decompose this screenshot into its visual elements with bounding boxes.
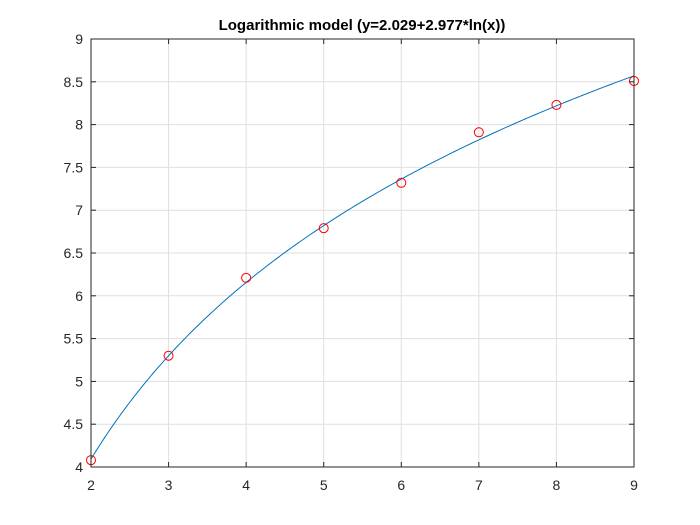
data-point (473, 127, 484, 138)
x-tick-labels: 2 3 4 5 6 7 8 9 (87, 477, 638, 493)
x-tick-label: 7 (475, 477, 483, 493)
y-tick-label: 7.5 (64, 159, 84, 175)
x-tick-label: 4 (242, 477, 250, 493)
y-tick-label: 7 (75, 202, 83, 218)
y-tick-label: 6.5 (64, 245, 84, 261)
y-tick-label: 5.5 (64, 331, 84, 347)
y-tick-label: 4.5 (64, 416, 84, 432)
data-point (163, 350, 174, 361)
y-tick-labels: 4 4.5 5 5.5 6 6.5 7 7.5 8 8.5 9 (64, 31, 84, 475)
data-point (551, 99, 562, 110)
data-point (241, 272, 252, 283)
y-tick-label: 8 (75, 117, 83, 133)
x-tick-label: 2 (87, 477, 95, 493)
chart-title: Logarithmic model (y=2.029+2.977*ln(x)) (219, 17, 506, 34)
x-tick-label: 9 (630, 477, 638, 493)
x-tick-label: 8 (553, 477, 561, 493)
y-tick-label: 4 (75, 459, 83, 475)
data-point (318, 223, 329, 234)
ticks (90, 38, 635, 468)
y-tick-label: 6 (75, 288, 83, 304)
y-tick-label: 5 (75, 373, 83, 389)
x-tick-label: 6 (397, 477, 405, 493)
x-tick-label: 5 (320, 477, 328, 493)
fit-curve-layer (90, 75, 635, 460)
data-point (396, 177, 407, 188)
x-tick-label: 3 (165, 477, 173, 493)
fit-curve (90, 75, 635, 460)
y-tick-label: 9 (75, 31, 83, 47)
y-tick-label: 8.5 (64, 74, 84, 90)
